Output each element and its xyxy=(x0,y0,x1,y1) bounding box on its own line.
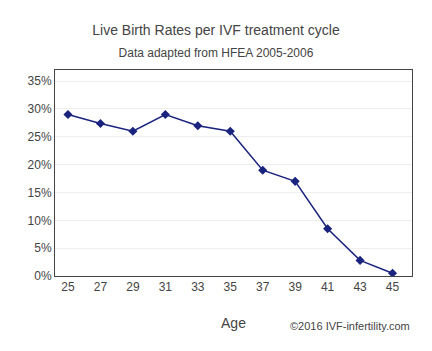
svg-text:Live Birth Rates per IVF treat: Live Birth Rates per IVF treatment cycle xyxy=(92,22,340,38)
svg-text:Age: Age xyxy=(221,315,246,331)
svg-text:10%: 10% xyxy=(28,214,52,228)
svg-text:41: 41 xyxy=(321,280,335,294)
svg-text:0%: 0% xyxy=(34,269,52,283)
svg-text:29: 29 xyxy=(126,280,140,294)
svg-text:43: 43 xyxy=(353,280,367,294)
svg-text:©2016 IVF-infertility.com: ©2016 IVF-infertility.com xyxy=(290,320,410,332)
svg-text:35: 35 xyxy=(224,280,238,294)
svg-text:25: 25 xyxy=(61,280,75,294)
svg-text:20%: 20% xyxy=(28,158,52,172)
svg-text:45: 45 xyxy=(386,280,400,294)
svg-text:25%: 25% xyxy=(28,130,52,144)
svg-text:5%: 5% xyxy=(34,241,52,255)
svg-text:39: 39 xyxy=(288,280,302,294)
svg-text:15%: 15% xyxy=(28,186,52,200)
svg-text:30%: 30% xyxy=(28,102,52,116)
svg-text:27: 27 xyxy=(94,280,108,294)
svg-text:37: 37 xyxy=(256,280,270,294)
svg-text:35%: 35% xyxy=(28,74,52,88)
svg-text:33: 33 xyxy=(191,280,205,294)
svg-text:31: 31 xyxy=(159,280,173,294)
svg-text:Data adapted from HFEA 2005-20: Data adapted from HFEA 2005-2006 xyxy=(119,46,314,60)
